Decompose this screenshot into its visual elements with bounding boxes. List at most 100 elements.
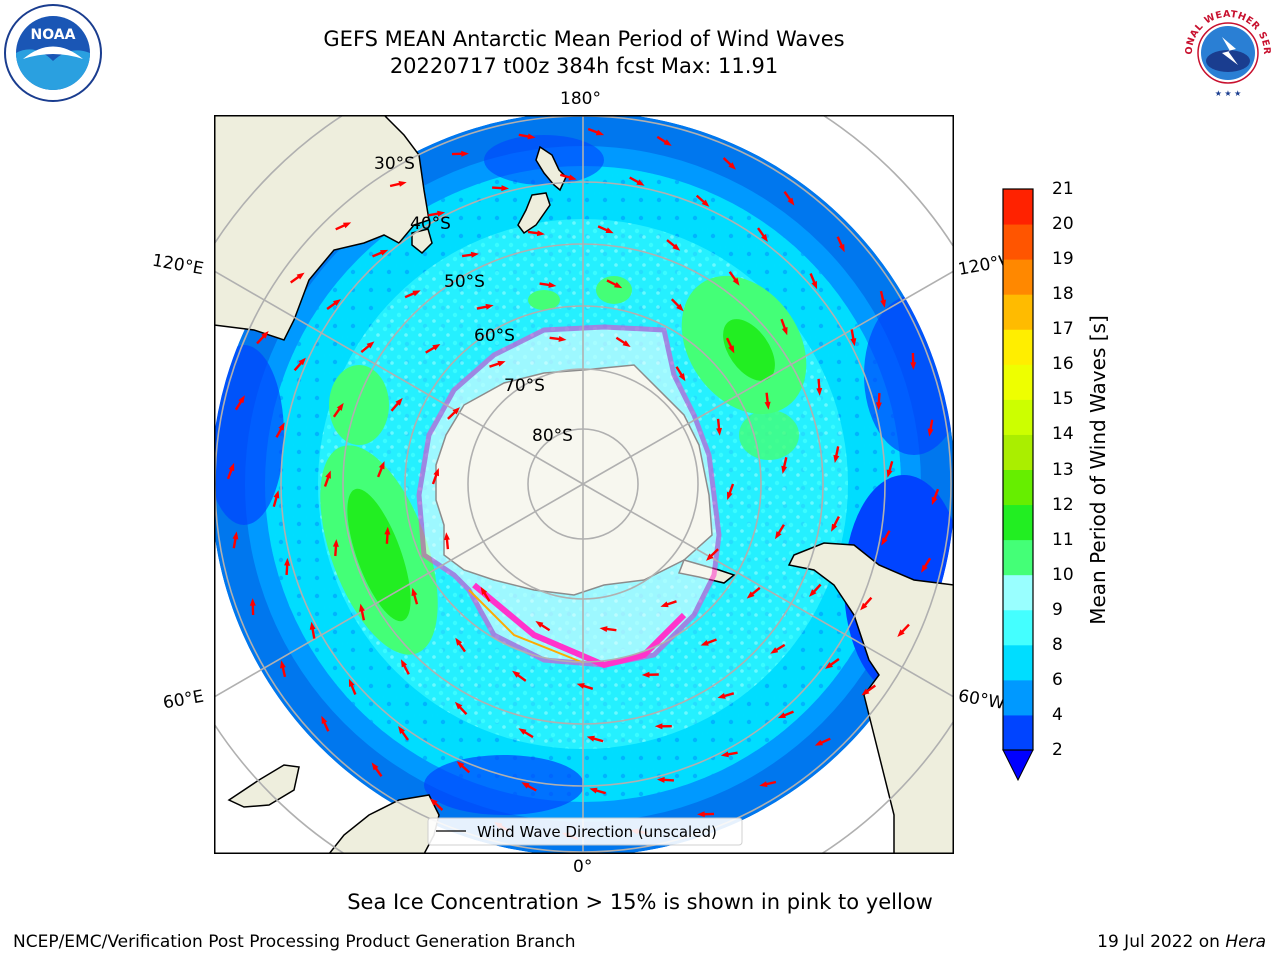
- wave-direction-arrowhead: [232, 531, 239, 540]
- wave-direction-arrowhead: [456, 761, 465, 769]
- wave-direction-arrowhead: [512, 670, 521, 678]
- chart-subtitle: 20220717 t00z 384h fcst Max: 11.91: [389, 54, 779, 78]
- wave-direction-arrowhead: [781, 465, 788, 474]
- footer-machine: Hera: [1225, 932, 1266, 952]
- wave-direction-arrowhead: [455, 637, 463, 646]
- colorbar-tick-label: 21: [1052, 179, 1074, 199]
- wave-direction-arrowhead: [880, 299, 886, 308]
- wave-direction-arrowhead: [881, 537, 888, 546]
- colorbar-tick-label: 18: [1052, 284, 1074, 305]
- colorbar-tick-label: 13: [1052, 459, 1074, 480]
- colorbar-segment: [1003, 714, 1033, 751]
- colorbar-tick-label: 2: [1052, 740, 1063, 760]
- wave-period-field: [214, 115, 954, 854]
- wave-direction-arrowhead: [656, 776, 665, 783]
- wave-direction-arrowhead: [228, 462, 235, 472]
- wave-direction-arrowhead: [536, 230, 545, 237]
- map-legend: Wind Wave Direction (unscaled): [427, 817, 743, 846]
- colorbar-tick-label: 14: [1052, 424, 1074, 445]
- wave-direction-arrowhead: [814, 739, 823, 746]
- wave-direction-arrowhead: [663, 139, 672, 146]
- wave-direction-arrowhead: [672, 243, 681, 251]
- lat-label-70: 70°S: [504, 376, 545, 396]
- colorbar-tick-label: 19: [1052, 249, 1074, 270]
- wave-direction-arrowhead: [398, 181, 407, 187]
- wave-direction-arrowhead: [444, 532, 450, 541]
- wave-direction-arrowhead: [676, 303, 684, 312]
- colorbar-segment: [1003, 434, 1033, 470]
- wave-direction-arrowhead: [568, 174, 577, 181]
- wave-direction-arrowhead: [280, 660, 286, 669]
- lat-label-60: 60°S: [474, 326, 515, 346]
- new-zealand-north: [535, 145, 567, 192]
- wave-direction-arrowhead: [921, 564, 928, 573]
- wave-direction-arrowhead: [636, 179, 645, 186]
- wave-direction-arrowhead: [296, 272, 305, 280]
- wave-direction-arrowhead: [284, 557, 291, 566]
- colorbar-tick-label: 6: [1052, 669, 1063, 690]
- wave-direction-arrowhead: [485, 303, 494, 310]
- wave-direction-arrowhead: [641, 671, 650, 678]
- wave-direction-arrowhead: [412, 290, 421, 297]
- colorbar-segment: [1003, 539, 1033, 576]
- lon-label-180: 180°: [560, 89, 601, 109]
- wave-direction-arrowhead: [309, 621, 316, 630]
- wave-direction-arrowhead: [717, 693, 726, 699]
- wave-direction-arrowhead: [716, 427, 722, 436]
- colorbar-tick-label: 17: [1052, 319, 1074, 340]
- colorbar-extend-arrow: [1002, 749, 1034, 782]
- colorbar-tick-label: 10: [1052, 564, 1074, 585]
- colorbar-segment: [1003, 189, 1033, 225]
- noaa-logo-text: NOAA: [31, 27, 76, 43]
- wave-direction-arrowhead: [781, 327, 788, 336]
- wave-direction-arrowhead: [910, 362, 917, 370]
- wave-direction-arrowhead: [348, 678, 355, 687]
- wave-direction-arrowhead: [816, 388, 823, 396]
- wave-direction-arrowhead: [461, 150, 469, 157]
- wave-direction-arrowhead: [249, 598, 256, 606]
- wave-direction-arrowhead: [605, 227, 614, 234]
- wave-direction-arrowhead: [366, 341, 375, 349]
- wave-direction-arrowhead: [775, 531, 782, 540]
- wave-direction-arrowhead: [761, 234, 768, 242]
- colorbar-segment: [1003, 609, 1033, 646]
- wave-direction-arrowhead: [411, 587, 418, 597]
- wave-direction-arrowhead: [660, 601, 669, 608]
- wave-direction-arrowhead: [595, 129, 605, 136]
- wave-direction-arrowhead: [720, 751, 729, 758]
- colorbar-label: Mean Period of Wind Waves [s]: [1086, 315, 1110, 625]
- wave-direction-arrowhead: [746, 591, 755, 599]
- wave-direction-arrowhead: [764, 401, 771, 410]
- map-border: [214, 115, 954, 854]
- lat-label-40: 40°S: [410, 214, 451, 234]
- wave-direction-arrowhead: [527, 133, 536, 140]
- colorbar: [1002, 188, 1034, 782]
- nws-logo: NATIONAL WEATHER SERVICE ★ ★ ★: [1178, 3, 1276, 101]
- wave-direction-arrowhead: [343, 222, 352, 229]
- sea-ice-caption: Sea Ice Concentration > 15% is shown in …: [347, 890, 933, 914]
- new-zealand-south: [517, 192, 551, 235]
- wave-direction-arrowhead: [535, 621, 544, 628]
- chart-title: GEFS MEAN Antarctic Mean Period of Wind …: [323, 27, 845, 51]
- colorbar-segment: [1003, 294, 1033, 330]
- colorbar-segment: [1003, 574, 1033, 611]
- wave-direction-arrowhead: [811, 281, 818, 290]
- wave-direction-arrowhead: [838, 244, 845, 253]
- wave-direction-arrowhead: [728, 162, 736, 170]
- tasmania: [411, 228, 433, 255]
- wave-direction-arrowhead: [833, 454, 840, 463]
- wave-direction-arrowhead: [706, 553, 714, 561]
- lat-label-80: 80°S: [532, 426, 573, 446]
- nws-logo-stars: ★ ★ ★: [1215, 89, 1242, 98]
- wave-direction-arrowhead: [480, 586, 488, 595]
- polar-map: Wind Wave Direction (unscaled) 30°S 40°S…: [214, 115, 954, 854]
- wave-direction-arrowhead: [589, 787, 598, 794]
- colorbar-segment: [1003, 259, 1033, 295]
- wave-direction-arrowhead: [850, 338, 857, 347]
- wave-direction-arrowhead: [700, 640, 709, 646]
- legend-label: Wind Wave Direction (unscaled): [477, 823, 717, 841]
- wave-direction-arrowhead: [831, 523, 838, 532]
- wave-direction-arrowhead: [398, 726, 405, 734]
- wave-direction-arrowhead: [433, 468, 439, 477]
- colorbar-tick-label: 12: [1052, 494, 1074, 515]
